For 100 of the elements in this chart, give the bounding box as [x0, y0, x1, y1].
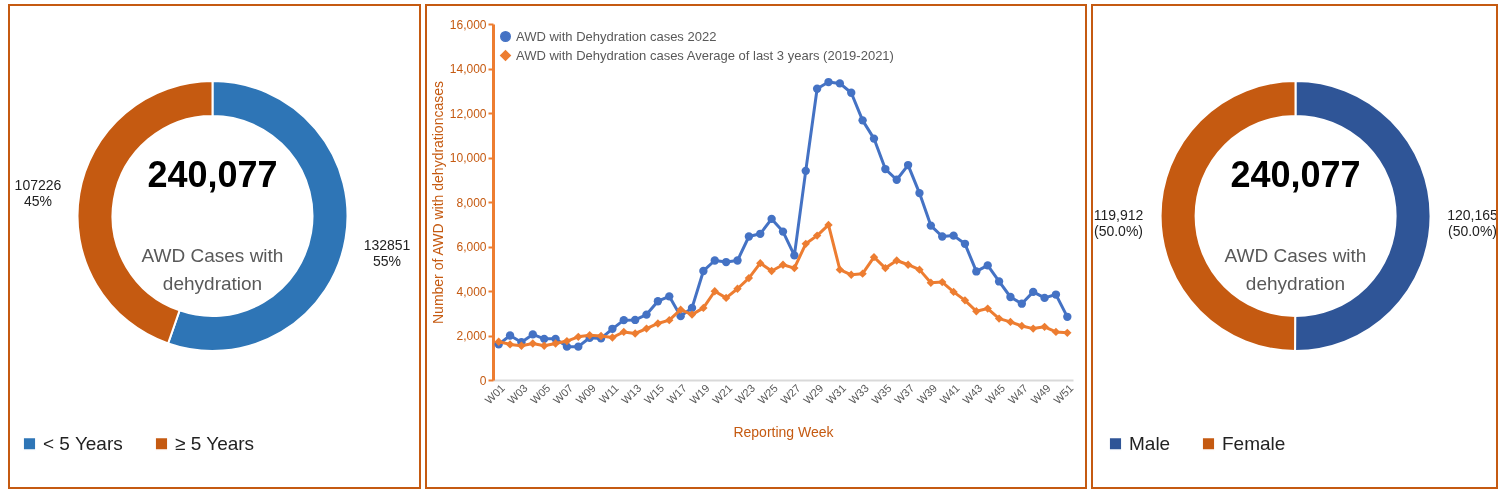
point	[881, 263, 890, 273]
point	[733, 256, 742, 265]
y-tick-label: 12,000	[449, 106, 487, 121]
point	[756, 229, 765, 238]
x-tick-label: W49	[1028, 381, 1053, 407]
x-tick-label: W41	[937, 381, 962, 407]
legend-label: AWD with Dehydration cases 2022	[516, 28, 717, 44]
point	[687, 303, 697, 313]
point	[630, 315, 640, 325]
point	[972, 267, 981, 276]
point	[915, 265, 924, 274]
point	[835, 265, 845, 274]
legend-label: AWD with Dehydration cases Average of last 3 years (2019-2021)	[516, 47, 894, 63]
point	[653, 297, 663, 306]
y-tick-label: 2,000	[456, 329, 487, 343]
point	[608, 333, 617, 342]
y-tick-label: 6,000	[456, 240, 487, 254]
point	[721, 257, 731, 267]
point	[1051, 290, 1061, 299]
point	[892, 256, 901, 265]
x-axis-title: Reporting Week	[733, 424, 835, 441]
x-tick-label: W09	[573, 381, 598, 407]
point	[665, 292, 674, 301]
y-tick-label: 10,000	[449, 151, 487, 165]
point	[710, 287, 719, 296]
point	[960, 239, 970, 248]
y-tick-label: 4,000	[456, 284, 487, 299]
point	[528, 339, 537, 348]
point	[619, 327, 628, 337]
legend-label: < 5 Years	[43, 432, 123, 454]
point	[1063, 312, 1072, 321]
point	[790, 251, 799, 260]
point	[642, 310, 651, 319]
point	[505, 340, 515, 349]
point	[767, 214, 776, 224]
point	[574, 332, 583, 342]
y-tick-label: 8,000	[456, 195, 487, 210]
point	[767, 266, 776, 276]
point	[630, 329, 640, 338]
point	[972, 307, 981, 316]
point	[665, 315, 674, 325]
x-tick-label: W51	[1051, 381, 1076, 407]
point	[869, 134, 879, 143]
x-tick-label: W19	[687, 381, 712, 407]
y-axis-title: Number of AWD with dehydrationcases	[429, 80, 446, 325]
point	[778, 260, 788, 269]
point	[847, 88, 856, 97]
legend-label: Male	[1129, 432, 1171, 454]
point	[1029, 324, 1038, 333]
text: AWD Cases with dehydration	[141, 245, 284, 294]
point	[608, 324, 617, 333]
point	[926, 221, 936, 230]
x-tick-label: W29	[800, 381, 826, 407]
point	[994, 314, 1004, 323]
point	[790, 263, 799, 273]
point	[653, 319, 663, 328]
point	[1017, 299, 1027, 308]
point	[1017, 321, 1027, 331]
x-tick-label: W13	[618, 381, 644, 407]
point	[949, 231, 958, 240]
x-tick-label: W39	[914, 381, 940, 407]
point	[756, 259, 765, 268]
point	[801, 166, 810, 176]
point	[733, 284, 742, 293]
point	[824, 220, 833, 230]
point	[983, 304, 992, 313]
point	[699, 266, 708, 276]
point	[915, 188, 924, 198]
point	[801, 239, 810, 249]
point	[642, 324, 651, 333]
point	[960, 296, 970, 305]
data-label: 107226 45%	[14, 177, 62, 210]
point	[1006, 292, 1015, 302]
point	[869, 253, 879, 262]
point	[562, 336, 572, 346]
point	[551, 339, 560, 348]
data-label: 119,912 (50.0%)	[1093, 206, 1144, 239]
point	[1006, 317, 1015, 327]
point	[1040, 322, 1049, 332]
point	[699, 303, 708, 313]
text: AWD Cases with dehydration	[1224, 245, 1367, 294]
point	[938, 232, 947, 241]
point	[824, 77, 833, 87]
point	[812, 84, 822, 93]
y-tick-label: 0	[479, 373, 487, 388]
point	[858, 116, 867, 125]
y-tick-label: 14,000	[449, 62, 487, 76]
text: 240,077	[1230, 154, 1361, 195]
point	[983, 261, 992, 270]
x-tick-label: W11	[596, 381, 621, 406]
point	[949, 287, 958, 297]
x-tick-label: W43	[960, 381, 985, 407]
legend-label: Female	[1222, 432, 1286, 454]
y-tick-label: 16,000	[449, 17, 487, 32]
point	[539, 334, 549, 344]
point	[778, 227, 788, 236]
data-label: 132851 55%	[363, 236, 411, 269]
point	[676, 305, 685, 314]
point	[687, 310, 697, 319]
point	[619, 315, 628, 325]
